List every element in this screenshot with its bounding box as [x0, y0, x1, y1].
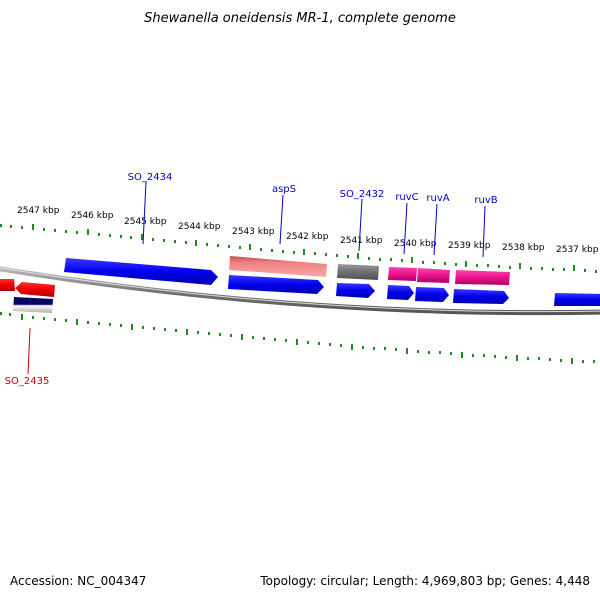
gene-feature[interactable]	[13, 297, 53, 313]
leader-line	[358, 198, 363, 252]
gene-label[interactable]: ruvC	[395, 192, 418, 203]
gene-feature[interactable]	[336, 283, 375, 298]
leader-line	[27, 327, 31, 375]
gene-label[interactable]: aspS	[272, 184, 296, 195]
genome-backbone	[0, 266, 600, 316]
gene-feature-ruvA[interactable]	[417, 268, 450, 283]
scale-label: 2544 kbp	[178, 222, 221, 232]
scale-label: 2542 kbp	[286, 232, 329, 242]
leader-line	[279, 194, 284, 245]
gene-feature[interactable]	[554, 293, 600, 306]
genome-backbone-highlight	[0, 267, 600, 313]
gene-label[interactable]: SO_2434	[128, 172, 173, 183]
scale-label: 2538 kbp	[502, 243, 545, 253]
leader-line	[142, 181, 147, 245]
gene-label[interactable]: ruvA	[426, 193, 449, 204]
scale-label: 2539 kbp	[448, 241, 491, 251]
map-title: Shewanella oneidensis MR-1, complete gen…	[144, 11, 456, 26]
gene-feature[interactable]	[64, 258, 218, 285]
scale-labels: 2547 kbp 2546 kbp 2545 kbp 2544 kbp 2543…	[17, 206, 599, 255]
gene-label-leaders	[27, 181, 486, 375]
scale-label: 2537 kbp	[556, 245, 599, 255]
reverse-strand-features	[0, 275, 600, 313]
leader-line	[403, 202, 408, 255]
gene-label[interactable]: SO_2435	[5, 376, 50, 387]
scale-label: 2546 kbp	[71, 211, 114, 221]
accession-text: Accession: NC_004347	[10, 574, 146, 588]
gene-feature-so-2432[interactable]	[337, 264, 379, 280]
gene-feature-aspS[interactable]	[229, 256, 327, 277]
scale-label: 2545 kbp	[124, 217, 167, 227]
gene-feature[interactable]	[387, 285, 414, 300]
scale-label: 2543 kbp	[232, 227, 275, 237]
outer-tick-ring	[0, 224, 597, 273]
gene-feature[interactable]	[228, 275, 324, 294]
leader-line	[433, 203, 438, 256]
scale-label: 2540 kbp	[394, 239, 437, 249]
gene-feature[interactable]	[415, 287, 449, 302]
scale-label: 2547 kbp	[17, 206, 60, 216]
inner-tick-ring	[0, 312, 595, 364]
gene-feature-ruvC[interactable]	[388, 267, 417, 281]
gene-feature[interactable]	[453, 289, 509, 304]
gene-label[interactable]: ruvB	[474, 195, 497, 206]
gene-label[interactable]: SO_2432	[340, 189, 385, 200]
leader-line	[482, 205, 486, 258]
gene-feature-so-2435[interactable]	[15, 282, 55, 297]
forward-strand-features	[64, 256, 510, 285]
gene-feature[interactable]	[0, 279, 15, 291]
gene-feature-ruvB[interactable]	[455, 270, 510, 285]
genome-summary-text: Topology: circular; Length: 4,969,803 bp…	[259, 574, 590, 588]
gene-labels: SO_2434 aspS SO_2432 ruvC ruvA ruvB SO_2…	[5, 172, 498, 387]
scale-label: 2541 kbp	[340, 236, 383, 246]
